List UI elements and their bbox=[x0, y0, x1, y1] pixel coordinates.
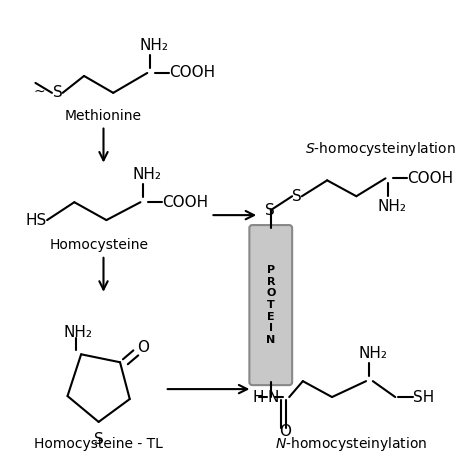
Text: NH₂: NH₂ bbox=[133, 167, 162, 182]
Text: P
R
O
T
E
I
N: P R O T E I N bbox=[266, 265, 275, 345]
Text: COOH: COOH bbox=[169, 65, 215, 80]
Text: NH₂: NH₂ bbox=[358, 346, 387, 361]
Text: N: N bbox=[268, 390, 279, 404]
Text: HS: HS bbox=[26, 212, 47, 228]
Text: $\it{N}$-homocysteinylation: $\it{N}$-homocysteinylation bbox=[275, 435, 428, 453]
Text: $\it{S}$-homocysteinylation: $\it{S}$-homocysteinylation bbox=[305, 140, 456, 158]
Text: Homocysteine: Homocysteine bbox=[49, 238, 148, 252]
Text: COOH: COOH bbox=[407, 171, 453, 186]
Text: NH₂: NH₂ bbox=[64, 325, 92, 340]
Text: O: O bbox=[137, 340, 149, 355]
Text: NH₂: NH₂ bbox=[378, 199, 407, 214]
Text: Homocysteine - TL: Homocysteine - TL bbox=[34, 437, 163, 451]
Text: COOH: COOH bbox=[162, 195, 208, 210]
Text: S: S bbox=[53, 85, 63, 100]
Text: S: S bbox=[94, 432, 103, 447]
Text: ~: ~ bbox=[34, 85, 45, 99]
Text: NH₂: NH₂ bbox=[139, 38, 168, 53]
Text: S: S bbox=[265, 202, 274, 218]
Text: O: O bbox=[280, 424, 292, 439]
Text: Methionine: Methionine bbox=[65, 109, 142, 123]
Text: SH: SH bbox=[413, 390, 434, 404]
FancyBboxPatch shape bbox=[249, 225, 292, 385]
Text: H: H bbox=[252, 390, 264, 404]
Text: S: S bbox=[292, 189, 302, 204]
